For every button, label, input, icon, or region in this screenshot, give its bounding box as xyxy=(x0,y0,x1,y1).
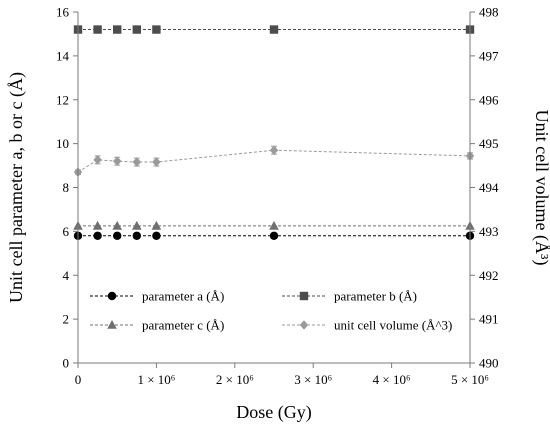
legend-item-3: parameter c (Å) xyxy=(90,318,224,333)
y-right-tick-label: 497 xyxy=(479,48,499,63)
legend-label: parameter c (Å) xyxy=(142,318,224,333)
y-right-tick-label: 494 xyxy=(479,180,499,195)
legend-label: parameter b (Å) xyxy=(334,289,417,304)
data-point xyxy=(151,220,162,230)
data-point xyxy=(93,155,102,165)
data-point xyxy=(112,220,122,230)
x-tick-label: 3 × 10⁶ xyxy=(294,372,332,387)
x-tick-label: 4 × 10⁶ xyxy=(373,372,411,387)
data-point xyxy=(132,220,142,230)
data-point xyxy=(269,231,279,240)
y-left-tick-label: 2 xyxy=(63,312,70,327)
legend-marker xyxy=(299,291,309,301)
y-right-tick-label: 493 xyxy=(479,224,499,239)
y-left-tick-label: 6 xyxy=(63,224,70,239)
y-left-tick-label: 0 xyxy=(63,356,70,371)
legend: parameter a (Å) parameter b (Å) parameter … xyxy=(90,289,452,333)
axes-layer xyxy=(73,11,475,368)
data-point xyxy=(93,231,102,240)
series-layer xyxy=(73,25,475,240)
y-right-tick-label: 495 xyxy=(479,136,499,151)
legend-item-2: parameter b (Å) xyxy=(282,289,417,304)
legend-label: unit cell volume (Å^3) xyxy=(334,318,452,333)
legend-marker xyxy=(107,320,117,329)
y-left-tick-label: 10 xyxy=(56,136,69,151)
data-point xyxy=(113,156,122,166)
legend-label: parameter a (Å) xyxy=(142,289,224,304)
y-right-tick-label: 492 xyxy=(479,268,499,283)
y-axis-right-title: Unit cell volume (Å³) xyxy=(531,110,550,266)
data-point xyxy=(269,25,279,34)
y-left-tick-label: 12 xyxy=(56,92,69,107)
y-left-tick-label: 8 xyxy=(63,180,70,195)
y-left-tick-label: 4 xyxy=(63,268,70,283)
y-axis-left-title: Unit cell parameter a, b or c (Å) xyxy=(6,72,27,303)
y-right-tick-label: 490 xyxy=(479,356,499,371)
data-point xyxy=(132,25,141,34)
x-tick-label: 1 × 10⁶ xyxy=(137,372,175,387)
x-tick-label: 0 xyxy=(75,372,82,387)
series-1 xyxy=(73,231,475,240)
y-right-tick-label: 498 xyxy=(479,5,499,20)
y-left-tick-label: 14 xyxy=(56,48,70,63)
tick-labels: 0 2 4 6 8 10 12 14 16 490 491 492 493 494 495 496 497 498… xyxy=(56,5,499,388)
legend-item-4: unit cell volume (Å^3) xyxy=(282,318,452,333)
series-3 xyxy=(73,220,475,230)
series-4 xyxy=(73,145,475,177)
data-point xyxy=(132,157,141,167)
data-point xyxy=(113,25,122,34)
y-right-tick-label: 496 xyxy=(479,92,499,107)
legend-marker xyxy=(299,320,309,330)
x-axis-title: Dose (Gy) xyxy=(236,402,311,423)
y-left-tick-label: 16 xyxy=(56,5,70,20)
legend-marker xyxy=(107,291,117,301)
data-point xyxy=(152,231,161,240)
x-tick-label: 2 × 10⁶ xyxy=(216,372,254,387)
data-point xyxy=(132,231,141,240)
data-point xyxy=(92,220,103,230)
data-point xyxy=(152,25,161,34)
data-point xyxy=(113,231,122,240)
data-point xyxy=(93,25,102,34)
data-point xyxy=(269,145,279,156)
data-point xyxy=(152,157,161,167)
x-tick-label: 5 × 10⁶ xyxy=(451,372,489,387)
series-2 xyxy=(73,25,475,34)
legend-item-1: parameter a (Å) xyxy=(90,289,224,304)
data-point xyxy=(269,220,279,230)
y-right-tick-label: 491 xyxy=(479,312,499,327)
